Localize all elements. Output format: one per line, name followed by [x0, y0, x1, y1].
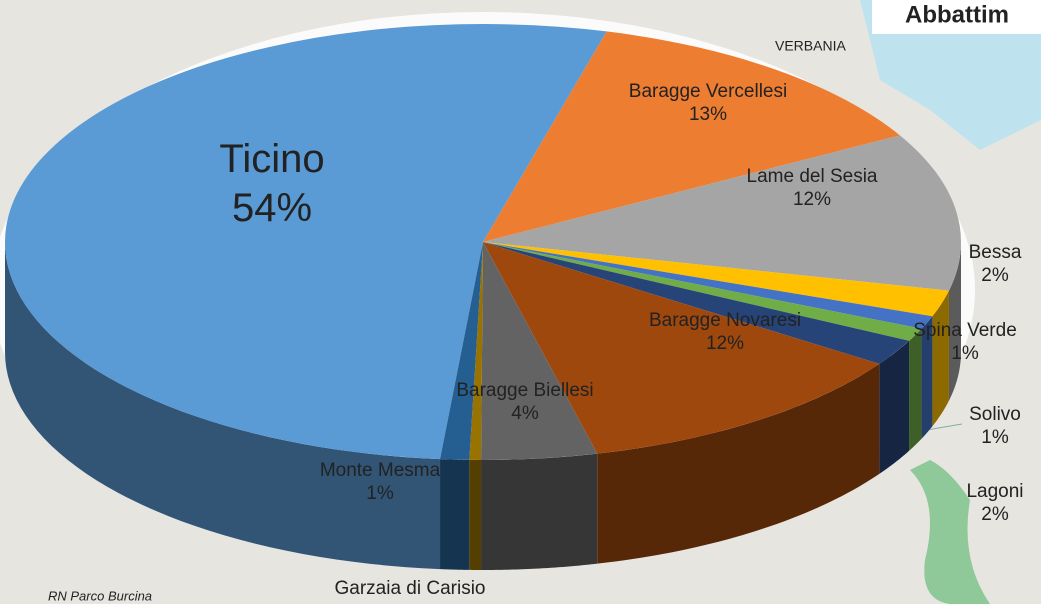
label-name: Bessa — [969, 242, 1022, 263]
label-name: Baragge Novaresi — [649, 310, 801, 331]
pie-slice — [5, 23, 607, 460]
pie-side — [921, 316, 933, 439]
label-name: Garzaia di Carisio — [335, 578, 486, 599]
map-label: VERBANIA — [775, 38, 846, 54]
pie-slice — [483, 242, 910, 364]
pie-side — [481, 453, 598, 570]
label-value: 13% — [689, 104, 727, 125]
pie-slice — [440, 242, 483, 460]
pie-side — [597, 363, 880, 564]
label-value: 1% — [366, 483, 394, 504]
pie-slice — [469, 242, 483, 460]
data-label: Solivo 1% — [969, 404, 1021, 448]
data-label: Lagoni 2% — [966, 481, 1023, 525]
label-name: Spina Verde — [913, 320, 1017, 341]
chart-title: Abbattim — [905, 1, 1009, 28]
park-area — [910, 460, 990, 604]
data-label: Ticino 54% — [219, 137, 324, 230]
pie-side — [932, 290, 949, 427]
label-value: 2% — [981, 504, 1009, 525]
label-value: 1% — [981, 427, 1009, 448]
label-value: 4% — [511, 403, 539, 424]
title-box — [872, 0, 1041, 34]
pie-slice — [483, 135, 961, 291]
label-value: 12% — [706, 333, 744, 354]
data-label: Garzaia di Carisio — [335, 578, 486, 599]
label-name: Lagoni — [966, 481, 1023, 502]
pie-side — [909, 328, 922, 451]
lake — [860, 0, 1041, 150]
label-name: Solivo — [969, 404, 1021, 425]
pie-slice — [481, 242, 598, 460]
data-label: Bessa 2% — [969, 242, 1022, 286]
label-value: 54% — [232, 186, 312, 230]
data-label: Monte Mesma 1% — [320, 460, 441, 504]
pie-slice — [483, 242, 922, 341]
pie-slice — [483, 242, 949, 317]
label-name: Monte Mesma — [320, 460, 441, 481]
data-label: Spina Verde 1% — [913, 320, 1017, 364]
label-name: Baragge Biellesi — [456, 380, 593, 401]
label-value: 2% — [981, 265, 1009, 286]
pie-side — [469, 459, 482, 570]
data-label: Baragge Biellesi 4% — [456, 380, 593, 424]
label-name: Lame del Sesia — [747, 166, 878, 187]
pie-side — [5, 242, 441, 570]
pie-side — [440, 459, 470, 570]
label-name: Ticino — [219, 137, 324, 181]
pie-side — [879, 340, 910, 474]
label-value: 1% — [951, 343, 979, 364]
pie-slice — [483, 242, 933, 329]
pie-side — [948, 242, 961, 401]
data-label: Lame del Sesia 12% — [747, 166, 878, 210]
label-value: 12% — [793, 189, 831, 210]
data-label: Baragge Novaresi 12% — [649, 310, 801, 354]
map-label: RN Parco Burcina — [48, 588, 152, 603]
pie-slice — [483, 31, 900, 243]
pie-slice — [483, 242, 880, 454]
label-name: Baragge Vercellesi — [629, 81, 787, 102]
data-label: Baragge Vercellesi 13% — [629, 81, 787, 125]
